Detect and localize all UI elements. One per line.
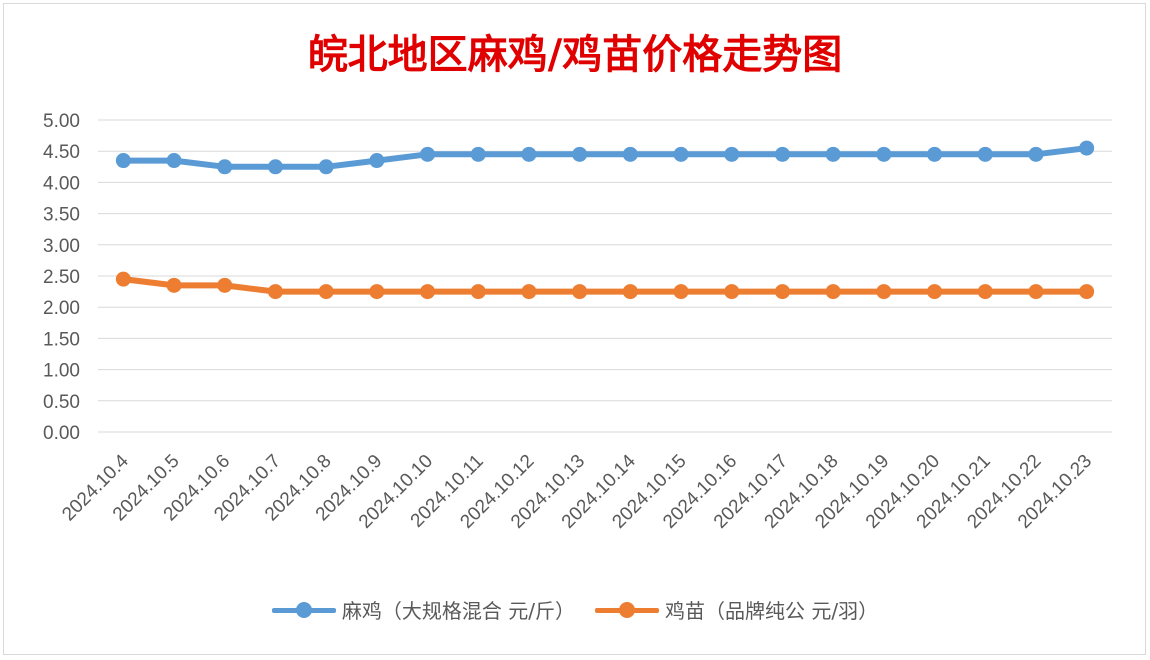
series-2-point-0	[115, 271, 131, 287]
legend-swatch-series-2	[595, 600, 659, 620]
series-2-point-12	[724, 284, 740, 300]
series-2-point-9	[572, 284, 588, 300]
series-1-point-19	[1079, 140, 1095, 156]
y-tick-label-7: 3.50	[43, 205, 80, 226]
y-tick-label-6: 3.00	[43, 236, 80, 257]
chart-frame	[3, 3, 1146, 655]
series-2-point-4	[318, 284, 334, 300]
series-1-point-10	[622, 146, 638, 162]
series-1-line	[120, 145, 1090, 170]
legend-item-series-2: 鸡苗（品牌纯公 元/羽）	[595, 595, 878, 624]
series-2-point-16	[927, 284, 943, 300]
series-2-point-3	[267, 284, 283, 300]
series-2-point-18	[1028, 284, 1044, 300]
legend-label-series-1: 麻鸡（大规格混合 元/斤）	[341, 599, 575, 623]
y-tick-label-1: 0.50	[43, 392, 80, 413]
series-2-point-17	[977, 284, 993, 300]
y-tick-label-3: 1.50	[43, 329, 80, 350]
series-1-point-6	[420, 146, 436, 162]
series-1-point-0	[115, 153, 131, 169]
series-1-point-13	[774, 146, 790, 162]
series-1-point-4	[318, 159, 334, 175]
series-1-point-9	[572, 146, 588, 162]
y-tick-label-8: 4.00	[43, 173, 80, 194]
series-1-point-15	[876, 146, 892, 162]
series-2-point-5	[369, 284, 385, 300]
series-2-point-10	[622, 284, 638, 300]
series-2-point-13	[774, 284, 790, 300]
series-1-point-8	[521, 146, 537, 162]
series-1-point-1	[166, 153, 182, 169]
y-tick-label-2: 1.00	[43, 361, 80, 382]
series-2-point-6	[420, 284, 436, 300]
series-1-point-2	[217, 159, 233, 175]
series-2-point-11	[673, 284, 689, 300]
series-1-point-16	[927, 146, 943, 162]
y-tick-label-0: 0.00	[43, 423, 80, 444]
y-tick-label-4: 2.00	[43, 298, 80, 319]
series-1-point-18	[1028, 146, 1044, 162]
series-2-point-7	[470, 284, 486, 300]
y-tick-label-10: 5.00	[43, 111, 80, 132]
series-2-point-2	[217, 277, 233, 293]
y-tick-label-5: 2.50	[43, 267, 80, 288]
y-tick-label-9: 4.50	[43, 142, 80, 163]
series-1-point-14	[825, 146, 841, 162]
series-2-line	[120, 276, 1090, 295]
series-1-point-7	[470, 146, 486, 162]
series-2-point-1	[166, 277, 182, 293]
legend-swatch-series-1	[271, 600, 336, 620]
legend-item-series-1: 麻鸡（大规格混合 元/斤）	[271, 595, 575, 624]
series-2-point-8	[521, 284, 537, 300]
series-1-point-11	[673, 146, 689, 162]
series-2-point-15	[876, 284, 892, 300]
legend: 麻鸡（大规格混合 元/斤） 鸡苗（品牌纯公 元/羽）	[0, 595, 1150, 624]
series-1-point-3	[267, 159, 283, 175]
series-1-point-12	[724, 146, 740, 162]
series-2-point-19	[1079, 284, 1095, 300]
series-1-point-5	[369, 153, 385, 169]
series-1-point-17	[977, 146, 993, 162]
chart-title: 皖北地区麻鸡/鸡苗价格走势图	[307, 31, 843, 78]
legend-label-series-2: 鸡苗（品牌纯公 元/羽）	[665, 599, 879, 623]
series-2-point-14	[825, 284, 841, 300]
